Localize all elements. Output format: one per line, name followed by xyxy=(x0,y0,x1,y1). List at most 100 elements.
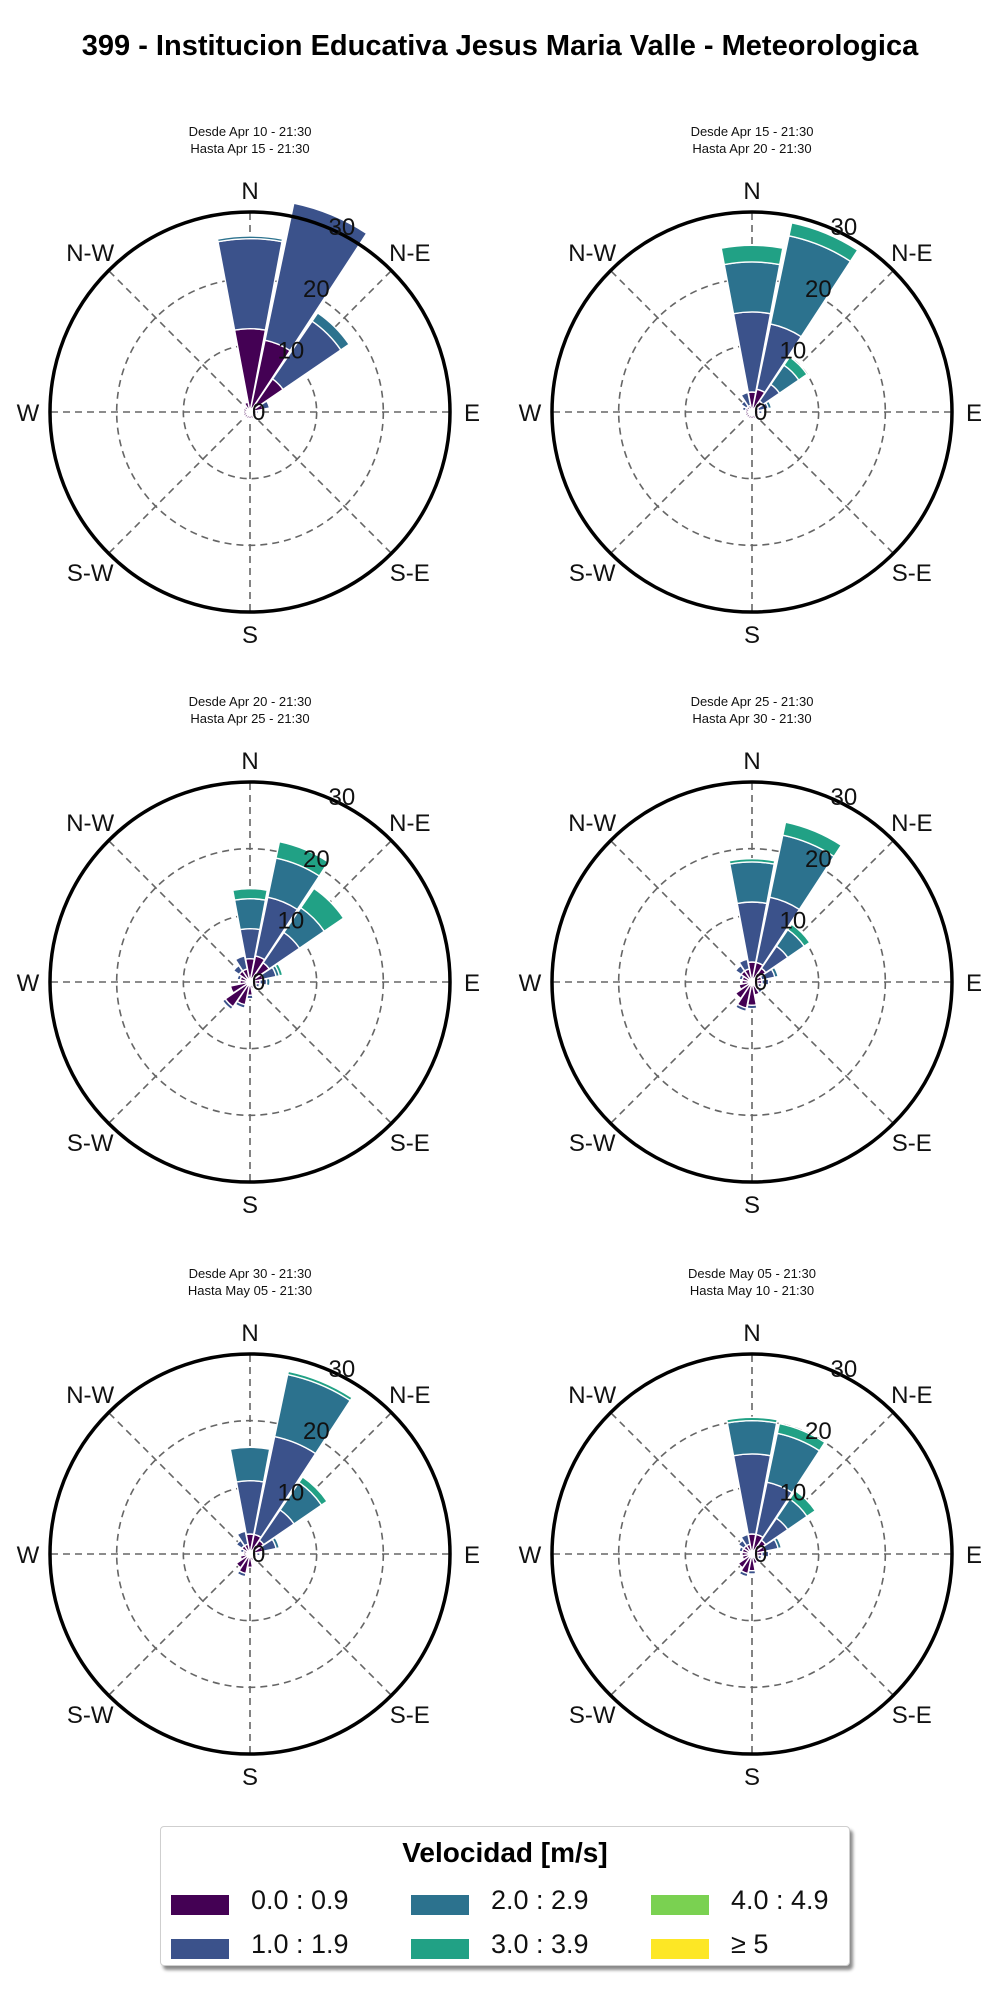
angular-gridline xyxy=(610,840,753,983)
windrose-bar xyxy=(229,981,251,994)
angular-gridline xyxy=(249,1412,392,1555)
direction-label: N xyxy=(241,178,258,205)
radial-tick-label: 20 xyxy=(303,846,330,873)
direction-label: S-W xyxy=(569,1130,616,1157)
windrose-bar xyxy=(235,1553,251,1569)
panel-title: Desde Apr 30 - 21:30 xyxy=(189,1266,312,1281)
direction-label: N-W xyxy=(66,810,114,837)
windrose-bar xyxy=(734,981,753,1000)
radial-tick-label: 10 xyxy=(278,337,305,364)
direction-label: W xyxy=(17,970,40,997)
windrose-bar xyxy=(740,391,752,408)
legend-swatch xyxy=(171,1895,229,1915)
radial-tick-label: 10 xyxy=(780,337,807,364)
direction-label: S xyxy=(744,1192,760,1219)
radial-tick-label: 20 xyxy=(805,276,832,303)
direction-label: E xyxy=(464,970,480,997)
windrose-bar xyxy=(271,1536,281,1550)
legend-label: 2.0 : 2.9 xyxy=(491,1885,589,1915)
angular-gridline xyxy=(108,1553,251,1696)
radial-tick-label: 30 xyxy=(831,784,858,811)
windrose-figure: Desde Apr 10 - 21:30 Hasta Apr 15 - 21:30… xyxy=(17,124,982,1791)
windrose-bar xyxy=(747,1569,757,1575)
direction-label: N-W xyxy=(568,240,616,267)
direction-label: N xyxy=(743,748,760,775)
windrose-bar xyxy=(734,1003,748,1013)
windrose-bar xyxy=(299,887,345,933)
windrose-bar xyxy=(761,1550,770,1558)
direction-label: S-W xyxy=(569,560,616,587)
panel-title: Desde Apr 20 - 21:30 xyxy=(189,694,312,709)
windrose-bar xyxy=(231,888,269,901)
direction-label: S-W xyxy=(67,560,114,587)
angular-gridline xyxy=(610,270,753,413)
windrose-bar xyxy=(221,997,235,1011)
polar-frame xyxy=(48,210,452,614)
windrose-bar xyxy=(728,858,776,865)
direction-label: N-E xyxy=(389,240,430,267)
direction-label: W xyxy=(17,400,40,427)
radial-tick-label: 0 xyxy=(754,969,767,996)
polar-frame xyxy=(550,780,954,1184)
direction-label: E xyxy=(966,970,982,997)
direction-label: W xyxy=(519,400,542,427)
direction-label: S xyxy=(744,622,760,649)
direction-label: N xyxy=(743,1320,760,1347)
windrose-bar xyxy=(236,1569,247,1578)
radial-tick-label: 20 xyxy=(805,846,832,873)
legend-swatch xyxy=(411,1939,469,1959)
windrose-bar xyxy=(264,202,368,352)
windrose-bar xyxy=(274,962,284,977)
angular-gridline xyxy=(751,411,894,554)
windrose-panel: Desde Apr 15 - 21:30 Hasta Apr 20 - 21:30… xyxy=(519,124,982,649)
windrose-bar xyxy=(286,1370,354,1402)
windrose-bar xyxy=(723,261,781,315)
windrose-bar xyxy=(788,1489,817,1518)
polar-frame xyxy=(550,1352,954,1756)
panel-subtitle: Hasta Apr 15 - 21:30 xyxy=(190,141,309,156)
windrose-bar xyxy=(255,1551,261,1557)
radial-tick-label: 0 xyxy=(252,1541,265,1568)
panel-subtitle: Hasta May 05 - 21:30 xyxy=(188,1283,312,1298)
direction-label: N-E xyxy=(389,1382,430,1409)
legend-label: 1.0 : 1.9 xyxy=(251,1929,349,1959)
panel-subtitle: Hasta Apr 30 - 21:30 xyxy=(692,711,811,726)
polar-frame xyxy=(48,780,452,1184)
windrose-bar xyxy=(738,958,751,972)
direction-label: S-E xyxy=(892,1130,932,1157)
windrose-bar xyxy=(726,1419,778,1457)
direction-label: S-E xyxy=(390,560,430,587)
windrose-bar xyxy=(761,978,770,986)
angular-gridline xyxy=(610,1553,753,1696)
radial-tick-label: 20 xyxy=(303,276,330,303)
radial-tick-label: 10 xyxy=(780,907,807,934)
direction-label: W xyxy=(17,1542,40,1569)
legend-swatch xyxy=(171,1939,229,1959)
legend-swatch xyxy=(411,1895,469,1915)
angular-gridline xyxy=(610,411,753,554)
windrose-bar xyxy=(786,923,811,948)
radial-tick-label: 0 xyxy=(754,399,767,426)
direction-label: S-E xyxy=(892,560,932,587)
windrose-bar xyxy=(720,244,784,266)
windrose-bar xyxy=(738,981,753,991)
radial-tick-label: 10 xyxy=(278,907,305,934)
panel-title: Desde Apr 10 - 21:30 xyxy=(189,124,312,139)
windrose-bar xyxy=(788,221,859,263)
legend-label: 4.0 : 4.9 xyxy=(731,1885,829,1915)
direction-label: E xyxy=(464,1542,480,1569)
windrose-panel: Desde Apr 20 - 21:30 Hasta Apr 25 - 21:30… xyxy=(17,694,480,1219)
direction-label: S-E xyxy=(892,1702,932,1729)
direction-label: S-W xyxy=(67,1130,114,1157)
legend: Velocidad [m/s] 0.0 : 0.9 1.0 : 1.9 2.0 … xyxy=(160,1826,850,1966)
panel-subtitle: Hasta May 10 - 21:30 xyxy=(690,1283,814,1298)
angular-gridline xyxy=(610,981,753,1124)
windrose-bar xyxy=(740,1533,751,1547)
radial-tick-label: 20 xyxy=(303,1418,330,1445)
legend-swatch xyxy=(651,1895,709,1915)
direction-label: N-W xyxy=(568,810,616,837)
panel-title: Desde May 05 - 21:30 xyxy=(688,1266,816,1281)
radial-tick-label: 30 xyxy=(329,784,356,811)
panel-subtitle: Hasta Apr 20 - 21:30 xyxy=(692,141,811,156)
direction-label: S-W xyxy=(569,1702,616,1729)
